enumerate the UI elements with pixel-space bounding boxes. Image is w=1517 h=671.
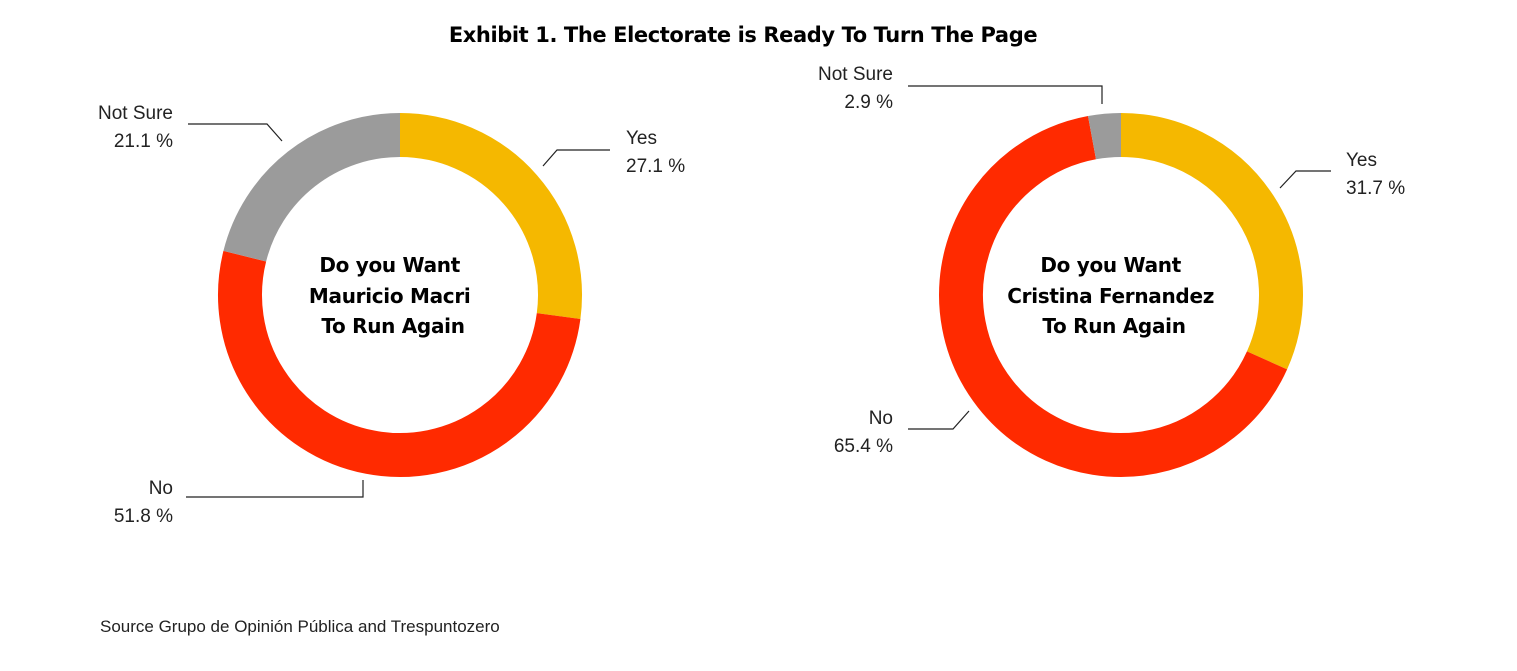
- value-macri-yes: 27.1 %: [626, 156, 685, 177]
- donut-slice-no: [939, 116, 1288, 477]
- donut-fernandez-slices: [939, 113, 1303, 477]
- center-line-2: Mauricio Macri: [309, 284, 471, 308]
- leader-macri-yes: [542, 149, 610, 167]
- label-fernandez-no: No: [869, 408, 893, 429]
- value-fernandez-no: 65.4 %: [834, 436, 893, 457]
- center-line-1: Do you Want: [1040, 253, 1181, 277]
- leader-fernandez-not-sure: [908, 85, 1103, 104]
- donut-fernandez-center-text: Do you Want Cristina Fernandez To Run Ag…: [1007, 253, 1220, 338]
- leader-macri-not-sure: [188, 123, 283, 142]
- label-fernandez-not-sure: Not Sure: [818, 64, 893, 85]
- center-line-3: To Run Again: [321, 314, 464, 338]
- donut-slice-yes: [1120, 113, 1303, 370]
- donut-macri-slices: [218, 113, 582, 477]
- leader-fernandez-yes: [1279, 170, 1331, 189]
- label-macri-not-sure: Not Sure: [98, 103, 173, 124]
- donut-fernandez: Do you Want Cristina Fernandez To Run Ag…: [818, 64, 1405, 477]
- value-fernandez-not-sure: 2.9 %: [844, 92, 893, 113]
- donut-slice-not-sure: [223, 113, 401, 263]
- donut-macri-center-text: Do you Want Mauricio Macri To Run Again: [309, 253, 477, 338]
- donut-slice-no: [218, 250, 581, 477]
- leader-fernandez-no: [908, 410, 970, 430]
- value-fernandez-yes: 31.7 %: [1346, 178, 1405, 199]
- value-macri-no: 51.8 %: [114, 506, 173, 527]
- donut-slice-not-sure: [1088, 113, 1122, 160]
- leader-macri-no: [186, 480, 364, 498]
- value-macri-not-sure: 21.1 %: [114, 131, 173, 152]
- center-line-3: To Run Again: [1042, 314, 1185, 338]
- donut-slice-yes: [399, 113, 582, 319]
- center-line-1: Do you Want: [319, 253, 460, 277]
- label-macri-yes: Yes: [626, 128, 657, 149]
- source-note: Source Grupo de Opinión Pública and Tres…: [100, 617, 500, 636]
- label-macri-no: No: [149, 478, 173, 499]
- chart-title: Exhibit 1. The Electorate is Ready To Tu…: [449, 23, 1038, 47]
- label-fernandez-yes: Yes: [1346, 150, 1377, 171]
- center-line-2: Cristina Fernandez: [1007, 284, 1214, 308]
- donut-macri: Do you Want Mauricio Macri To Run Again …: [98, 103, 685, 527]
